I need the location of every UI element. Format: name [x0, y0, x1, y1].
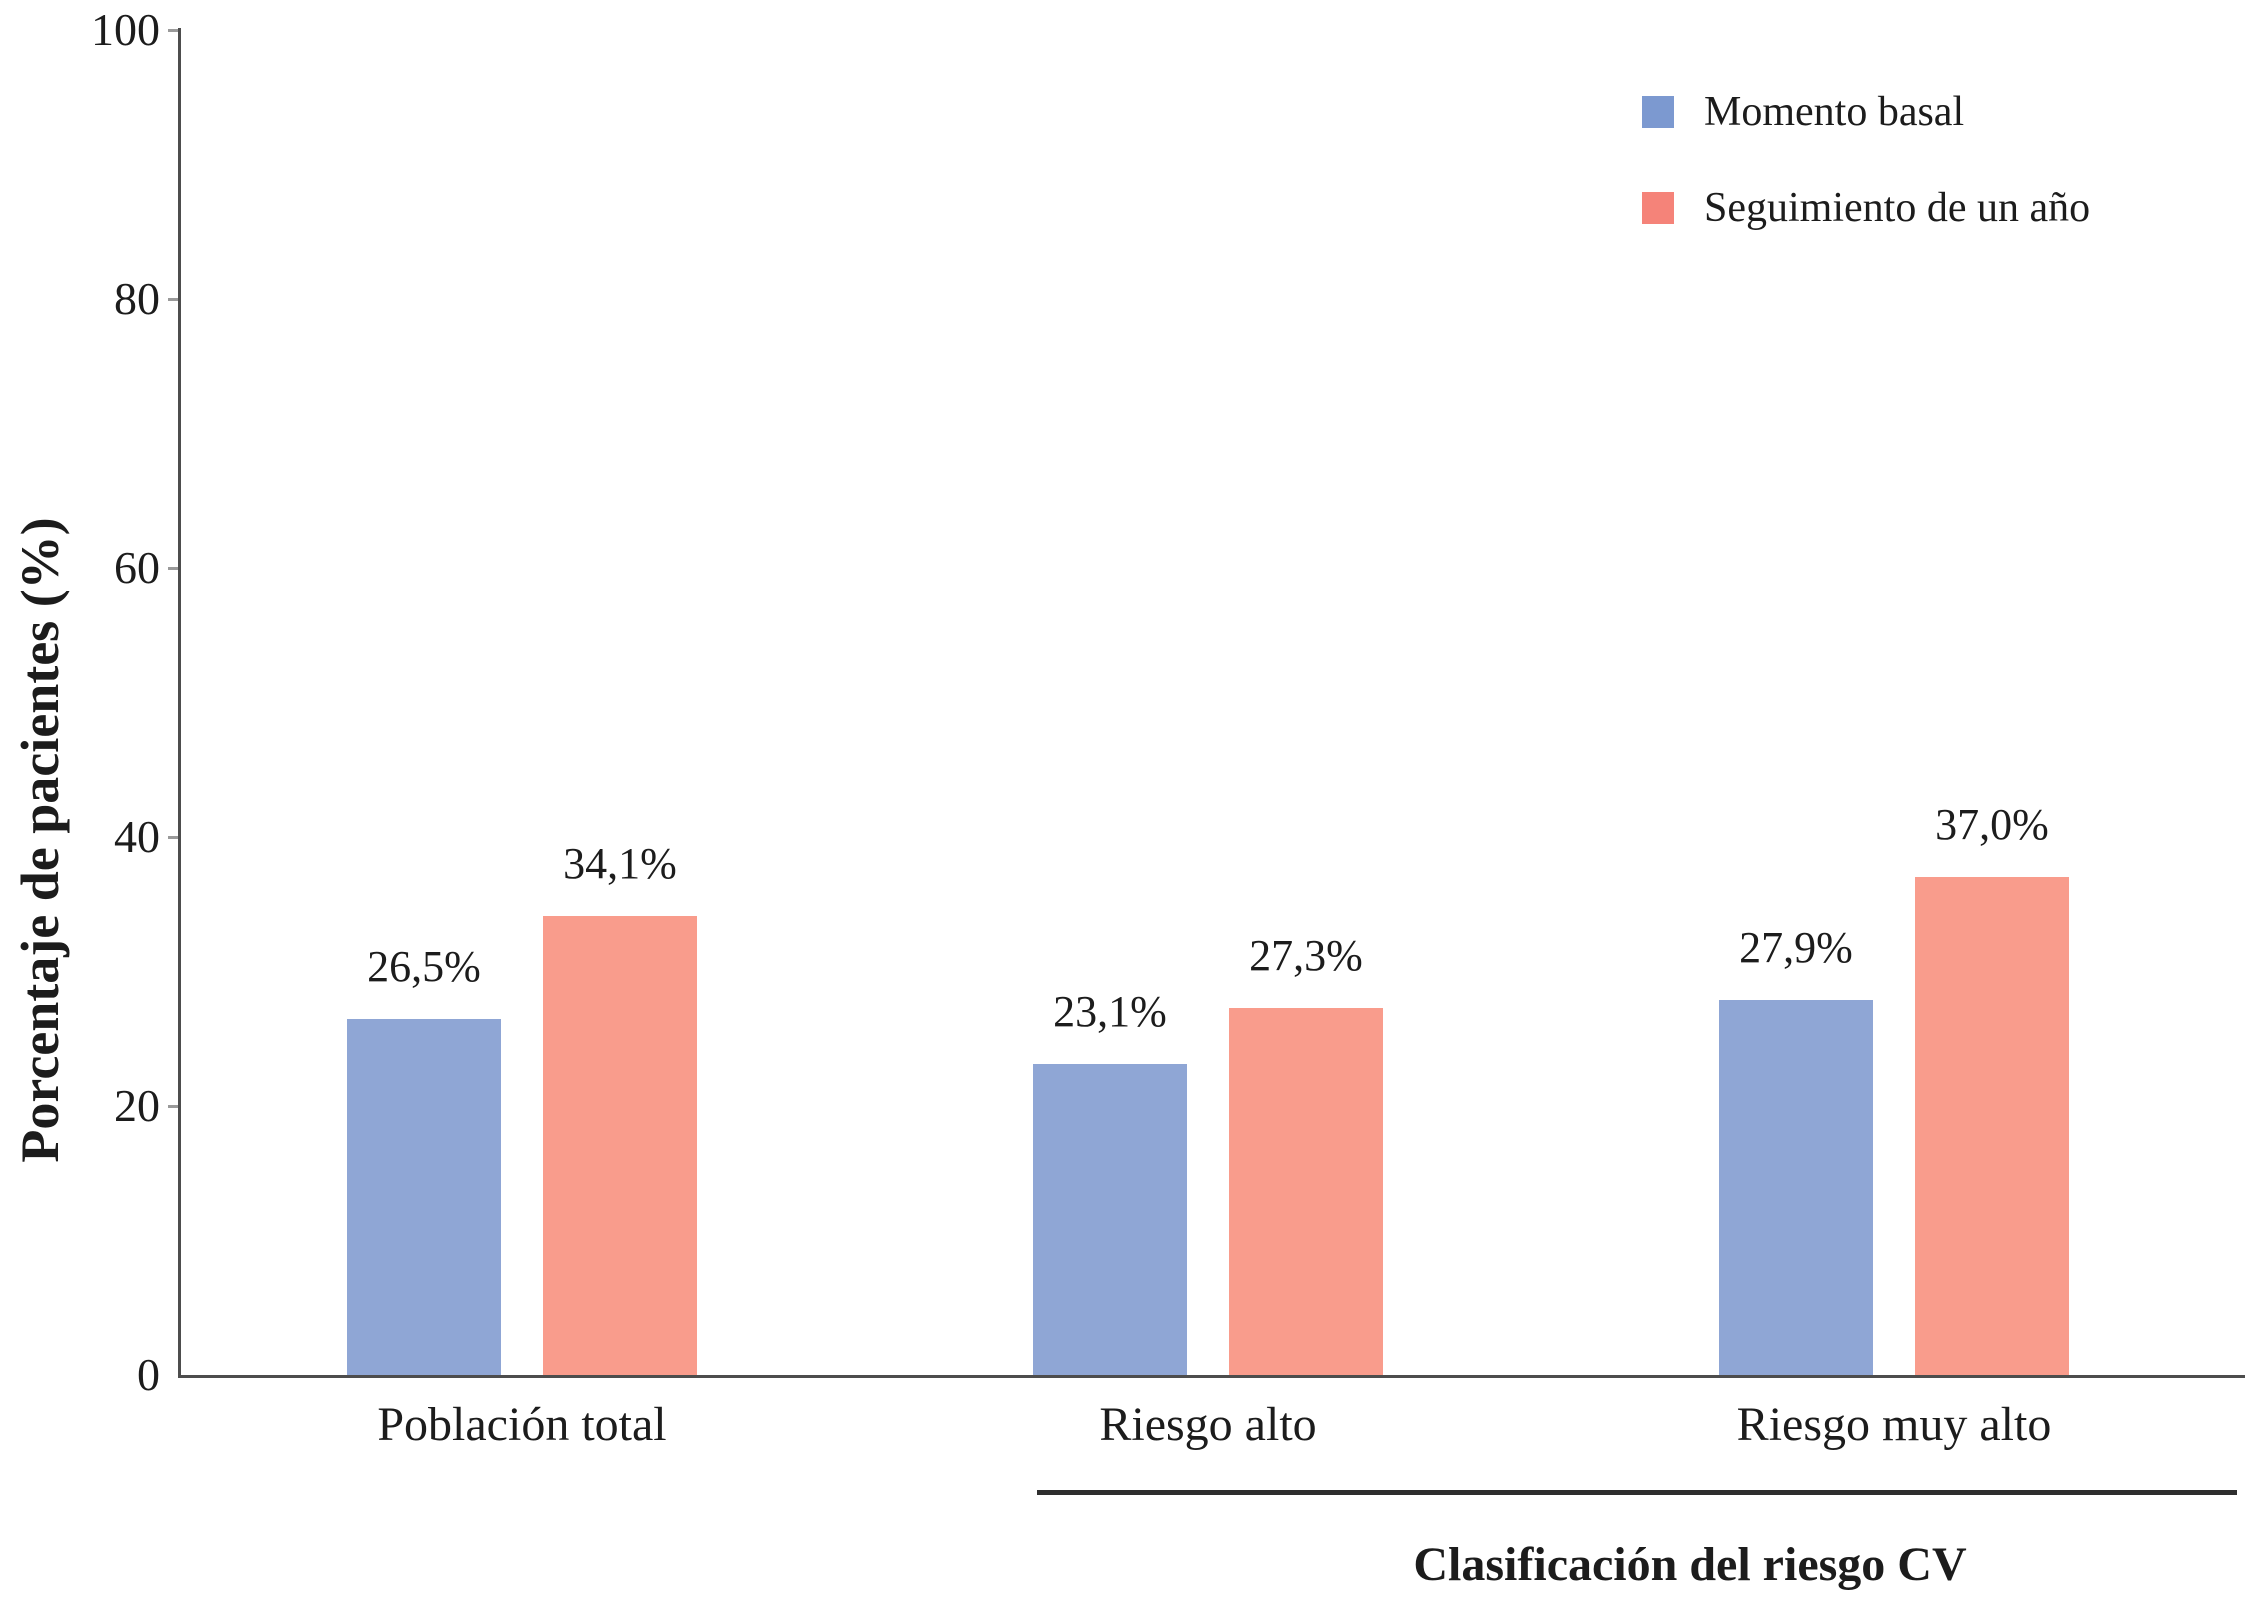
bar-value-label: 27,3% — [1249, 931, 1363, 980]
y-tick-label: 80 — [114, 273, 160, 324]
bar-series1-cat2 — [1915, 877, 2069, 1375]
bar-series0-cat1 — [1033, 1064, 1187, 1375]
y-tick-mark — [168, 567, 178, 570]
bar-series1-cat1 — [1229, 1008, 1383, 1375]
y-tick-label: 100 — [91, 4, 160, 55]
x-axis-group-title: Clasificación del riesgo CV — [1413, 1538, 1967, 1591]
bar-series0-cat0 — [347, 1019, 501, 1375]
y-tick-mark — [168, 29, 178, 32]
category-group-bracket-line — [1037, 1490, 2237, 1495]
bar-value-label: 34,1% — [563, 839, 677, 888]
y-tick-label: 40 — [114, 811, 160, 862]
bar-value-label: 26,5% — [367, 942, 481, 991]
legend-item: Seguimiento de un año — [1642, 182, 2090, 234]
legend-swatch-icon — [1642, 192, 1674, 224]
y-tick-mark — [168, 1105, 178, 1108]
bar-value-label: 27,9% — [1739, 923, 1853, 972]
bar-series0-cat2 — [1719, 1000, 1873, 1375]
bar-value-label: 37,0% — [1935, 800, 2049, 849]
legend-label: Seguimiento de un año — [1704, 185, 2091, 231]
bar-value-label: 23,1% — [1053, 987, 1167, 1036]
legend-label: Momento basal — [1704, 89, 1965, 135]
y-tick-label: 20 — [114, 1080, 160, 1131]
bar-series1-cat0 — [543, 916, 697, 1375]
category-label-2: Riesgo muy alto — [1736, 1398, 2052, 1451]
y-tick-label: 60 — [114, 542, 160, 593]
legend-item: Momento basal — [1642, 86, 2090, 138]
legend: Momento basal Seguimiento de un año — [1642, 86, 2090, 278]
plot-area — [178, 28, 2245, 1378]
legend-swatch-icon — [1642, 96, 1674, 128]
y-tick-label: 0 — [137, 1349, 160, 1400]
y-tick-mark — [168, 298, 178, 301]
category-label-1: Riesgo alto — [1099, 1398, 1317, 1451]
y-tick-mark — [168, 836, 178, 839]
category-label-0: Población total — [377, 1398, 667, 1451]
